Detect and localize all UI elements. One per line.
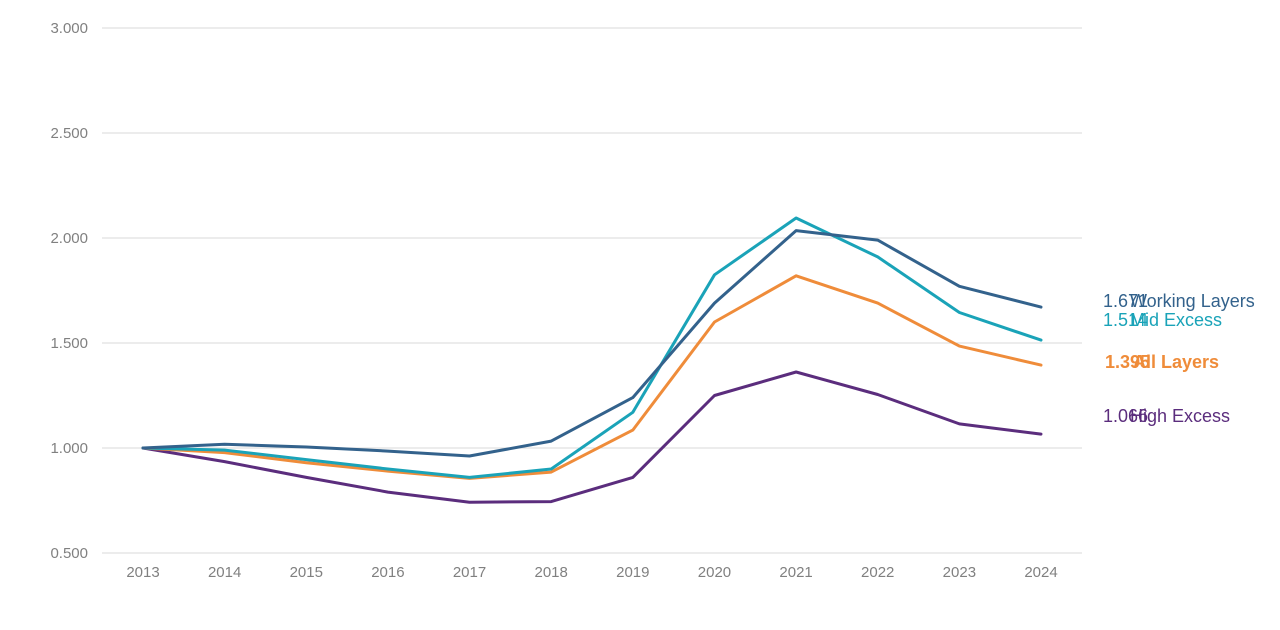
y-tick-label: 0.500 — [50, 545, 88, 562]
series-line-high-excess — [141, 370, 1043, 504]
x-tick-label: 2016 — [371, 564, 404, 581]
y-axis-tick-labels: 0.500 1.000 1.500 2.000 2.500 3.000 — [50, 20, 88, 562]
x-tick-label: 2017 — [453, 564, 486, 581]
end-value-high-excess: 1.066 — [1103, 406, 1148, 426]
series-label-working-layers: Working Layers — [1130, 291, 1255, 311]
x-tick-label: 2024 — [1024, 564, 1057, 581]
x-tick-label: 2022 — [861, 564, 894, 581]
end-value-mid-excess: 1.514 — [1103, 310, 1148, 330]
series-line-working-layers — [141, 229, 1043, 458]
y-tick-label: 3.000 — [50, 20, 88, 37]
end-value-all-layers: 1.395 — [1105, 352, 1150, 372]
x-tick-label: 2018 — [534, 564, 567, 581]
x-tick-label: 2014 — [208, 564, 241, 581]
y-tick-label: 2.000 — [50, 230, 88, 247]
series-label-mid-excess: Mid Excess — [1130, 310, 1222, 330]
end-value-working-layers: 1.671 — [1103, 291, 1148, 311]
x-tick-label: 2013 — [126, 564, 159, 581]
x-tick-label: 2019 — [616, 564, 649, 581]
x-axis-tick-labels: 2013 2014 2015 2016 2017 2018 2019 2020 2021 2022… — [126, 564, 1057, 581]
x-tick-label: 2015 — [290, 564, 323, 581]
y-tick-label: 2.500 — [50, 125, 88, 142]
x-tick-label: 2020 — [698, 564, 731, 581]
y-tick-label: 1.500 — [50, 335, 88, 352]
y-tick-label: 1.000 — [50, 440, 88, 457]
series-line-mid-excess — [141, 216, 1043, 479]
series-label-high-excess: High Excess — [1130, 406, 1230, 426]
series-label-all-layers: All Layers — [1133, 352, 1219, 372]
gridlines — [102, 27, 1082, 554]
series-lines — [141, 216, 1043, 504]
x-tick-label: 2023 — [943, 564, 976, 581]
series-line-all-layers — [141, 274, 1043, 480]
x-tick-label: 2021 — [779, 564, 812, 581]
